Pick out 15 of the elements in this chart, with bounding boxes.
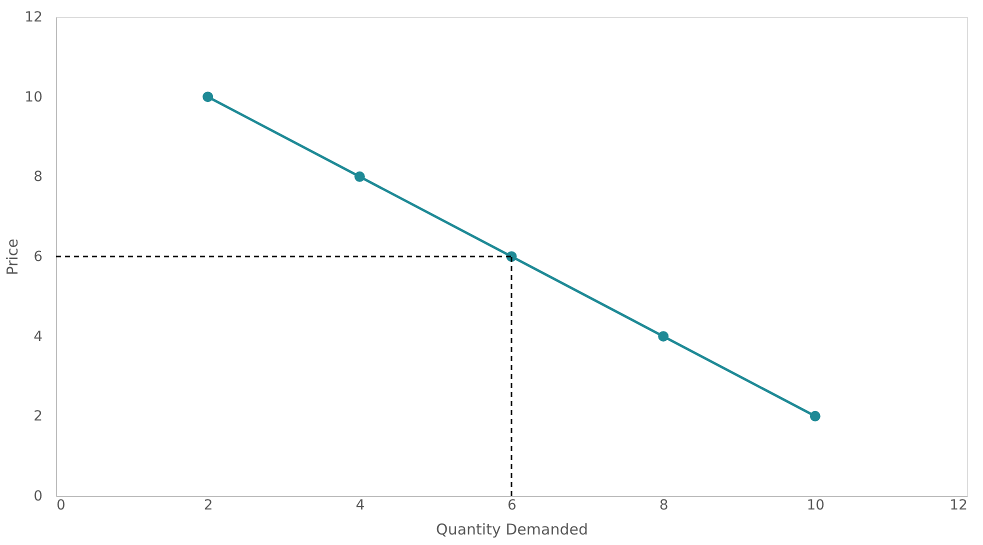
y-tick-label: 12 [24,10,42,26]
x-tick-label: 2 [204,498,213,514]
y-tick-label: 8 [34,169,42,186]
x-tick-label: 10 [806,498,825,514]
y-tick-label: 10 [24,89,42,106]
x-tick-label: 6 [508,498,517,514]
y-tick-label: 4 [34,328,43,345]
x-tick-label: 12 [950,498,968,514]
y-tick-label: 6 [34,249,43,265]
x-axis-title: Quantity Demanded [436,520,588,538]
x-tick-label: 8 [659,498,668,514]
y-axis-title: Price [4,238,22,276]
y-tick-label: 2 [34,408,42,425]
x-tick-label: 4 [356,498,365,514]
x-tick-label: 0 [56,498,66,514]
